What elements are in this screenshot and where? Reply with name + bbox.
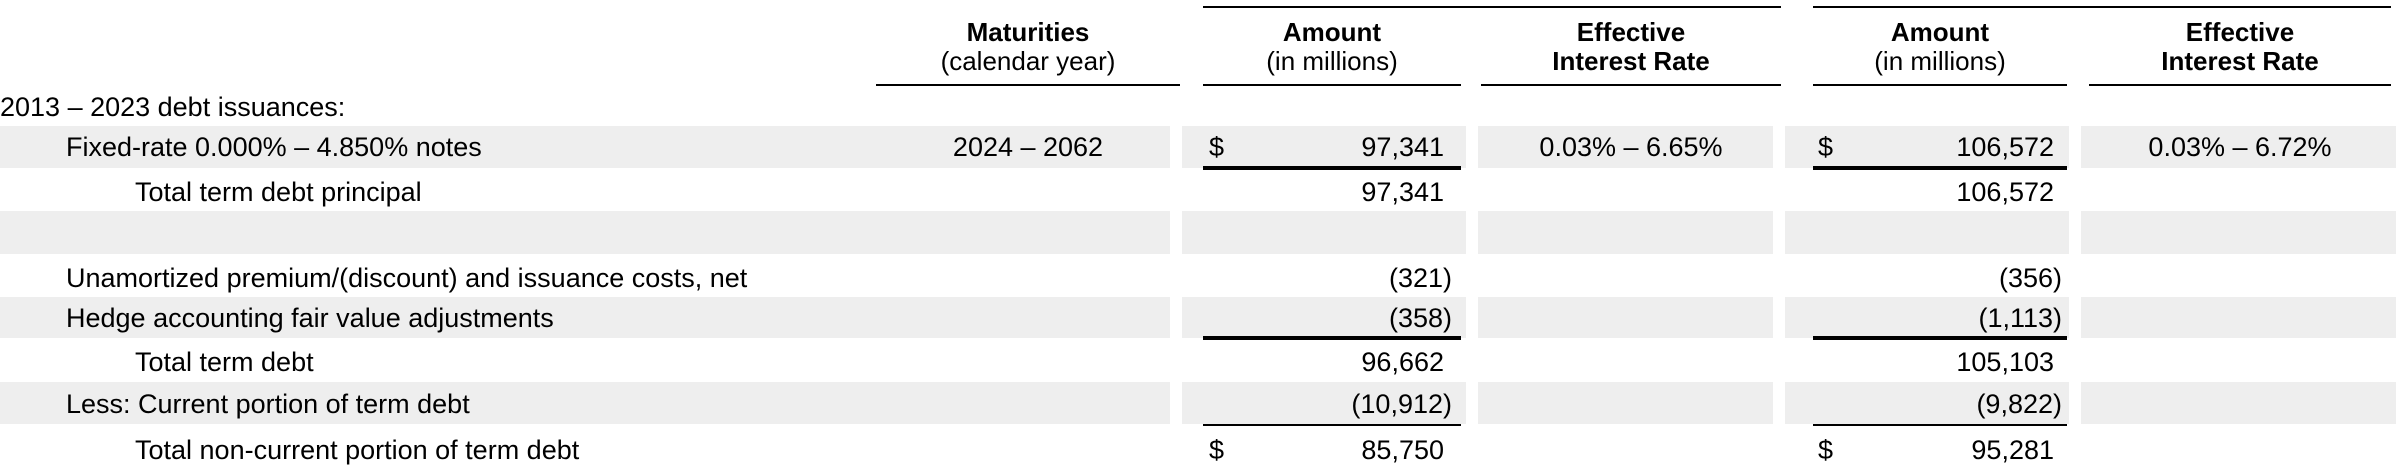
- row-label-unamortized: Unamortized premium/(discount) and issua…: [66, 263, 748, 293]
- non-current-amount-1: 85,750: [1361, 435, 1444, 465]
- fixed-rate-rate-2: 0.03% – 6.72%: [2148, 132, 2332, 162]
- stripe-hedge: [0, 297, 2396, 338]
- header-rule-maturities: [876, 84, 1180, 86]
- non-current-currency-2: $: [1818, 435, 1834, 465]
- subtotal-rule-4: [1813, 336, 2067, 340]
- group-top-rule: [1813, 6, 2391, 8]
- fixed-rate-currency-2: $: [1818, 132, 1834, 162]
- fixed-rate-rate-1: 0.03% – 6.65%: [1539, 132, 1723, 162]
- header-rate-2-sub: Interest Rate: [2161, 46, 2319, 76]
- fixed-rate-amount-1: 97,341: [1361, 132, 1444, 162]
- header-rate-1-sub: Interest Rate: [1552, 46, 1710, 76]
- header-rule-amount-1: [1203, 84, 1461, 86]
- row-label-total-principal: Total term debt principal: [135, 177, 422, 207]
- non-current-currency-1: $: [1209, 435, 1225, 465]
- section-label: 2013 – 2023 debt issuances:: [0, 92, 346, 122]
- stripe-current-portion: [0, 382, 2396, 424]
- subtotal-rule-5: [1203, 424, 1461, 426]
- column-gap: [1773, 0, 1785, 469]
- column-gap: [1170, 0, 1182, 469]
- unamortized-amount-2: (356): [1998, 263, 2062, 293]
- non-current-amount-2: 95,281: [1971, 435, 2054, 465]
- stripe-fixed-rate: [0, 126, 2396, 168]
- unamortized-amount-1: (321): [1388, 263, 1452, 293]
- hedge-amount-1: (358): [1388, 303, 1452, 333]
- header-rule-rate-2: [2089, 84, 2391, 86]
- subtotal-rule-6: [1813, 424, 2067, 426]
- fixed-rate-amount-2: 106,572: [1956, 132, 2054, 162]
- header-maturities-sub: (calendar year): [940, 46, 1116, 76]
- header-amount-1-title: Amount: [1282, 17, 1382, 47]
- row-label-total-term-debt: Total term debt: [135, 347, 314, 377]
- header-amount-2: Amount (in millions): [1813, 18, 2067, 76]
- header-amount-1: Amount (in millions): [1203, 18, 1461, 76]
- header-amount-1-sub: (in millions): [1266, 46, 1398, 76]
- header-maturities-title: Maturities: [966, 17, 1090, 47]
- header-amount-2-sub: (in millions): [1874, 46, 2006, 76]
- header-rate-1: Effective Interest Rate: [1481, 18, 1781, 76]
- total-principal-amount-2: 106,572: [1956, 177, 2054, 207]
- group-top-rule: [1203, 6, 1781, 8]
- header-amount-2-title: Amount: [1890, 17, 1990, 47]
- fixed-rate-currency-1: $: [1209, 132, 1225, 162]
- subtotal-rule-2: [1813, 166, 2067, 170]
- subtotal-rule-3: [1203, 336, 1461, 340]
- stripe-blank: [0, 211, 2396, 254]
- row-label-fixed-rate: Fixed-rate 0.000% – 4.850% notes: [66, 132, 482, 162]
- row-label-hedge: Hedge accounting fair value adjustments: [66, 303, 554, 333]
- header-rule-amount-2: [1813, 84, 2067, 86]
- fixed-rate-maturities: 2024 – 2062: [952, 132, 1104, 162]
- header-rate-2: Effective Interest Rate: [2089, 18, 2391, 76]
- row-label-current-portion: Less: Current portion of term debt: [66, 389, 470, 419]
- header-maturities: Maturities (calendar year): [876, 18, 1180, 76]
- total-term-debt-amount-2: 105,103: [1956, 347, 2054, 377]
- current-portion-amount-2: (9,822): [1976, 389, 2062, 419]
- row-label-non-current: Total non-current portion of term debt: [135, 435, 580, 465]
- header-rule-rate-1: [1481, 84, 1781, 86]
- header-rate-2-title: Effective: [2185, 17, 2295, 47]
- current-portion-amount-1: (10,912): [1351, 389, 1452, 419]
- column-gap: [2069, 0, 2081, 469]
- total-term-debt-amount-1: 96,662: [1361, 347, 1444, 377]
- column-gap: [1466, 0, 1478, 469]
- subtotal-rule-1: [1203, 166, 1461, 170]
- hedge-amount-2: (1,113): [1978, 303, 2062, 333]
- total-principal-amount-1: 97,341: [1361, 177, 1444, 207]
- header-rate-1-title: Effective: [1576, 17, 1686, 47]
